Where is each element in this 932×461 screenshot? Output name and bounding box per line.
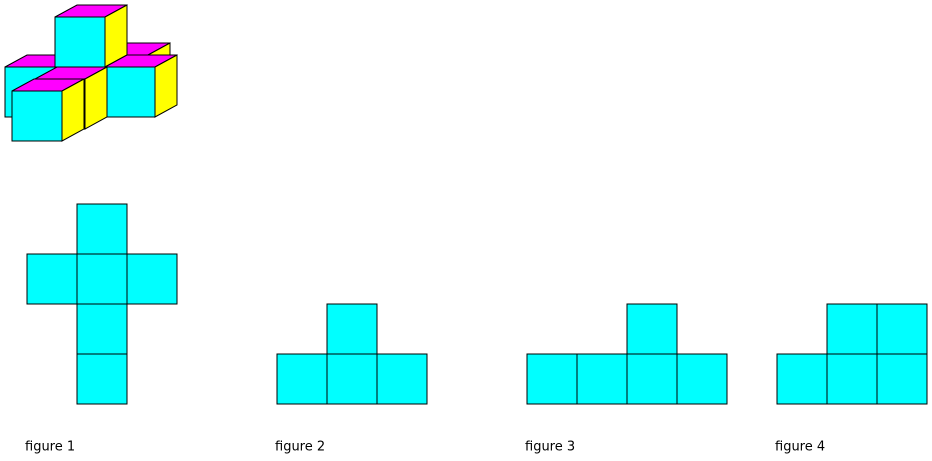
figure-label: figure 3 <box>525 440 575 455</box>
net-square <box>76 253 128 305</box>
net-square <box>626 353 678 405</box>
net-square <box>376 353 428 405</box>
net-square <box>526 353 578 405</box>
net-square <box>276 353 328 405</box>
net-square <box>126 253 178 305</box>
net-square <box>826 353 878 405</box>
cube-stack <box>4 4 178 142</box>
net-square <box>76 303 128 355</box>
net-square <box>26 253 78 305</box>
nets <box>26 203 928 405</box>
net-square <box>676 353 728 405</box>
cube-front <box>104 66 156 118</box>
cube-front <box>11 90 63 142</box>
cube <box>11 78 85 142</box>
net-square <box>326 303 378 355</box>
net-square <box>876 353 928 405</box>
cube <box>104 54 178 118</box>
cube-front <box>54 16 106 68</box>
figure-label: figure 4 <box>775 440 825 455</box>
net-square <box>76 353 128 405</box>
net-square <box>76 203 128 255</box>
figure-label: figure 2 <box>275 440 325 455</box>
figure-label: figure 1 <box>25 440 75 455</box>
net-square <box>826 303 878 355</box>
cube <box>54 4 128 68</box>
net-square <box>326 353 378 405</box>
net-square <box>776 353 828 405</box>
net-square <box>576 353 628 405</box>
net-square <box>876 303 928 355</box>
net-square <box>626 303 678 355</box>
